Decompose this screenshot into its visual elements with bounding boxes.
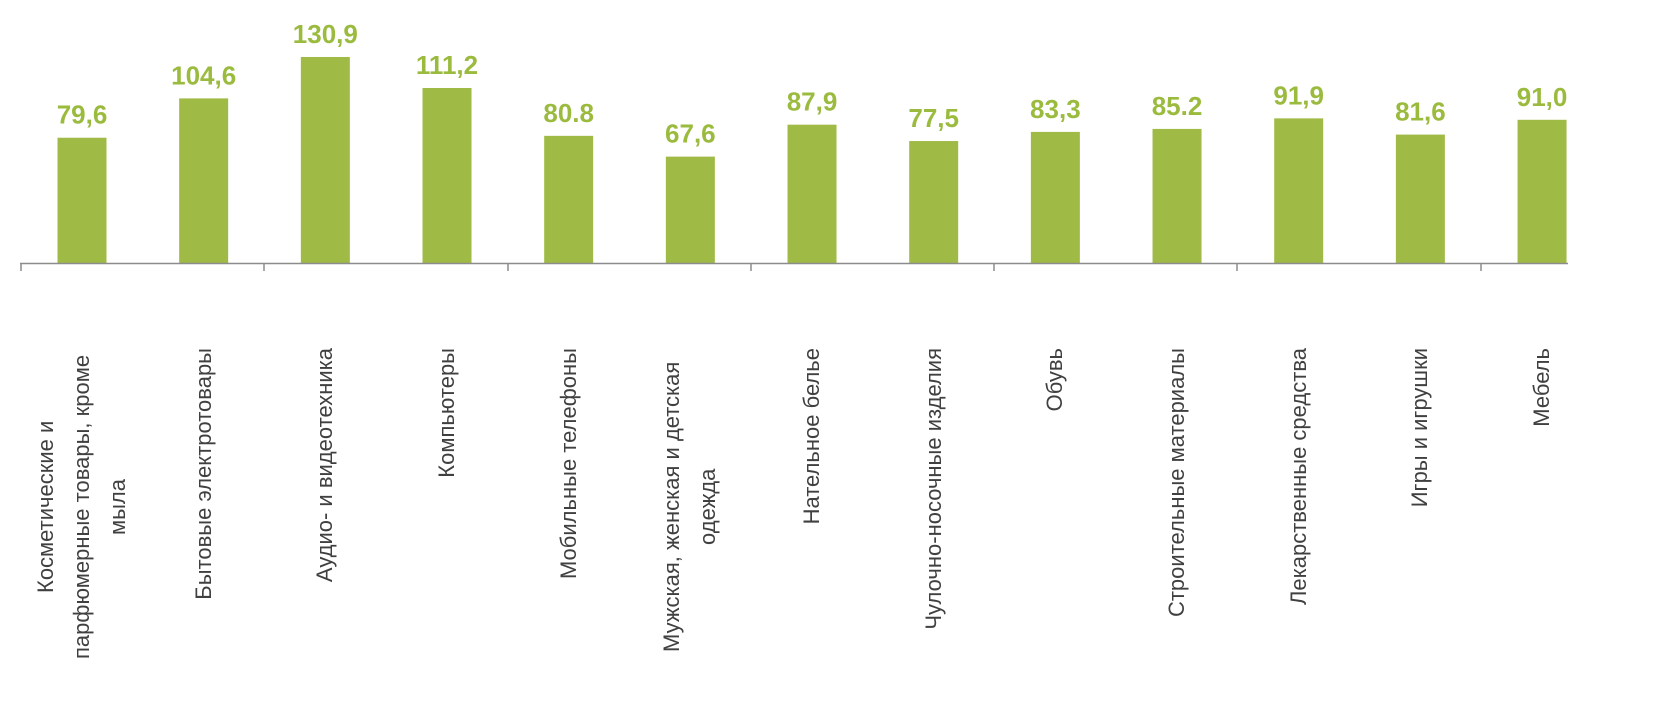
bar xyxy=(301,57,350,263)
bar xyxy=(1274,118,1323,263)
value-label: 81,6 xyxy=(1395,97,1446,127)
value-label: 111,2 xyxy=(416,50,478,80)
bar xyxy=(1153,129,1202,263)
category-label: Игры и игрушки xyxy=(1402,348,1438,507)
value-label: 77,5 xyxy=(908,103,959,133)
value-label: 91,9 xyxy=(1273,80,1324,110)
bar xyxy=(1396,135,1445,263)
value-label: 67,6 xyxy=(665,119,716,149)
category-label: Обувь xyxy=(1037,348,1073,411)
category-label: Компьютеры xyxy=(429,348,465,478)
chart: 91,0 81,6 91,9 85.2 83,3 77,5 87,9 67,6 80.8 111,… xyxy=(0,0,1568,713)
bar xyxy=(423,88,472,263)
category-label: Строительные материалы xyxy=(1159,348,1195,617)
category-label: Мужская, женская и детская одежда xyxy=(654,348,726,666)
bar xyxy=(1031,132,1080,263)
chart-svg: 91,0 81,6 91,9 85.2 83,3 77,5 87,9 67,6 80.8 111,… xyxy=(0,0,1568,713)
value-label: 104,6 xyxy=(171,60,236,90)
bar xyxy=(179,98,228,263)
bar xyxy=(666,157,715,263)
category-label: Аудио- и видеотехника xyxy=(307,348,343,582)
category-label: Мобильные телефоны xyxy=(551,348,587,579)
value-label: 130,9 xyxy=(293,19,358,49)
value-label: 79,6 xyxy=(57,100,108,130)
bar xyxy=(544,136,593,263)
bar xyxy=(909,141,958,263)
value-label: 83,3 xyxy=(1030,94,1081,124)
category-label: Бытовые электротовары xyxy=(186,348,222,600)
category-label: Чулочно-носочные изделия xyxy=(916,348,952,630)
value-label: 80.8 xyxy=(543,98,594,128)
value-label: 85.2 xyxy=(1152,91,1203,121)
bar xyxy=(1518,120,1567,263)
category-label: Мебель xyxy=(1524,348,1560,427)
category-label: Нательное белье xyxy=(794,348,830,524)
bar xyxy=(788,125,837,263)
value-label: 87,9 xyxy=(787,87,838,117)
category-label: Косметические и парфюмерные товары, кром… xyxy=(28,348,136,666)
category-label: Лекарственные средства xyxy=(1281,348,1317,605)
bar xyxy=(58,138,107,263)
value-label: 91,0 xyxy=(1517,82,1568,112)
